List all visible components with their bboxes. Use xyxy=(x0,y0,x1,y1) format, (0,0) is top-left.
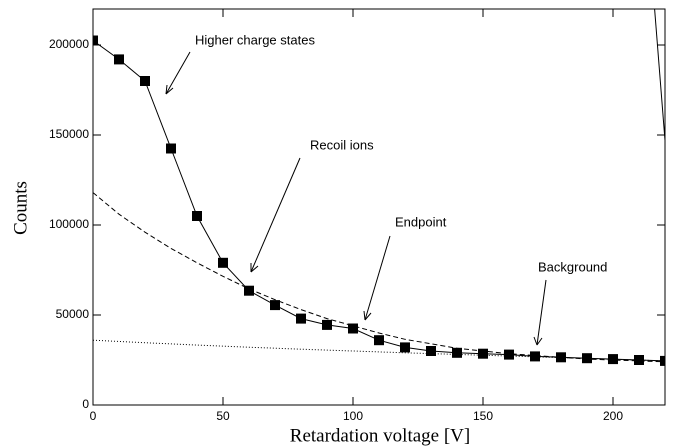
data-marker xyxy=(582,353,592,364)
data-marker xyxy=(478,348,488,359)
data-marker xyxy=(218,257,228,268)
data-marker xyxy=(374,335,384,346)
data-marker xyxy=(114,54,124,65)
x-tick-label: 200 xyxy=(603,409,623,423)
annotation: Higher charge states xyxy=(195,32,315,47)
x-axis-label: Retardation voltage [V] xyxy=(290,425,470,446)
data-marker xyxy=(608,354,618,365)
data-marker xyxy=(452,347,462,358)
data-marker xyxy=(166,143,176,154)
annotation-arrows xyxy=(165,51,547,346)
y-tick-label: 200000 xyxy=(49,37,89,51)
data-marker xyxy=(348,323,358,334)
data-marker xyxy=(660,355,665,366)
annotation: Endpoint xyxy=(395,214,447,229)
annotation: Background xyxy=(538,259,607,274)
x-tick-label: 50 xyxy=(216,409,230,423)
x-tick-label: 0 xyxy=(90,409,97,423)
x-tick-label: 150 xyxy=(473,409,493,423)
data-marker xyxy=(140,76,150,86)
data-marker xyxy=(270,300,280,311)
y-tick-label: 150000 xyxy=(49,127,89,141)
y-tick-label: 0 xyxy=(82,397,89,411)
data-marker xyxy=(426,346,436,356)
y-axis-label: Counts xyxy=(10,181,31,235)
data-marker xyxy=(322,319,332,330)
annotation: Recoil ions xyxy=(310,137,374,152)
series-line xyxy=(93,339,665,362)
y-tick-label: 50000 xyxy=(56,307,90,321)
x-tick-label: 100 xyxy=(343,409,363,423)
series-line xyxy=(93,40,665,362)
plot-frame xyxy=(92,8,666,406)
data-marker xyxy=(530,351,540,362)
data-marker xyxy=(93,35,98,46)
data-marker xyxy=(244,285,254,296)
data-marker xyxy=(400,342,410,353)
series-line xyxy=(654,9,665,141)
data-marker xyxy=(504,349,514,360)
data-marker xyxy=(192,211,202,221)
y-tick-label: 100000 xyxy=(49,217,89,231)
data-marker xyxy=(296,313,306,324)
